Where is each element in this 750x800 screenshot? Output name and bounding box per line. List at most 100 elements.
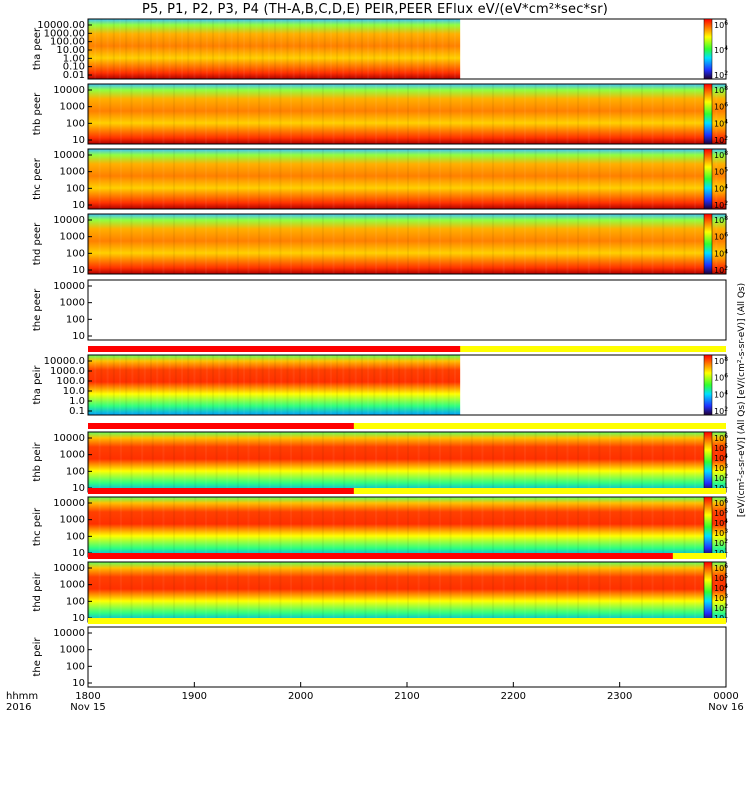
spectrogram-streak bbox=[428, 497, 431, 557]
spectrogram-fill bbox=[88, 19, 461, 79]
spectrogram-streak bbox=[513, 497, 516, 557]
spectrogram-streak bbox=[534, 562, 537, 622]
spectrogram-streak bbox=[336, 19, 339, 79]
spectrogram-streak bbox=[640, 214, 643, 274]
spectrogram-streak bbox=[353, 562, 356, 622]
spectrogram-streak bbox=[162, 149, 165, 209]
spectrogram-streak bbox=[587, 149, 590, 209]
spectrogram-streak bbox=[311, 432, 314, 492]
spectrogram-streak bbox=[429, 355, 432, 415]
spectrogram-streak bbox=[428, 149, 431, 209]
spectrogram-streak bbox=[311, 149, 314, 209]
ytick-label: 1000.00 bbox=[44, 28, 85, 39]
spectrogram-streak bbox=[130, 562, 133, 622]
ytick-label: 10000 bbox=[53, 433, 85, 444]
spectrogram-streak bbox=[375, 149, 378, 209]
spectrogram-streak bbox=[321, 497, 324, 557]
spectrogram-streak bbox=[385, 214, 388, 274]
spectrogram-streak bbox=[375, 84, 378, 144]
spectrogram-streak bbox=[449, 432, 452, 492]
spectrogram-streak bbox=[360, 355, 363, 415]
spectrogram-streak bbox=[619, 149, 622, 209]
spectrogram-streak bbox=[162, 214, 165, 274]
panel-the-peer: the peer 10000 1000 100 10 bbox=[32, 279, 727, 342]
spectrogram-streak bbox=[429, 19, 432, 79]
spectrogram-streak bbox=[98, 432, 101, 492]
spectrogram-streak bbox=[694, 497, 697, 557]
spectrogram-streak bbox=[379, 355, 382, 415]
spectrogram-streak bbox=[258, 84, 261, 144]
colorbar-tick: 106 bbox=[714, 373, 728, 383]
spectrogram-streak bbox=[523, 432, 526, 492]
spectrogram-streak bbox=[173, 432, 176, 492]
spectrogram-streak bbox=[367, 19, 370, 79]
colorbar-tick: 108 bbox=[714, 356, 728, 366]
spectrogram-streak bbox=[112, 19, 115, 79]
ytick-label: 1000 bbox=[60, 645, 85, 656]
spectrogram-streak bbox=[416, 19, 419, 79]
spectrogram-streak bbox=[683, 432, 686, 492]
spectrogram-streak bbox=[555, 84, 558, 144]
spectrogram-streak bbox=[545, 562, 548, 622]
panel-the-peir: the peir 10000 1000 100 10 bbox=[32, 626, 727, 689]
spectrogram-streak bbox=[391, 355, 394, 415]
spectrogram-streak bbox=[364, 562, 367, 622]
spectrogram-streak bbox=[492, 497, 495, 557]
panel-ylabel: thd peir bbox=[32, 572, 43, 612]
spectrogram-streak bbox=[215, 84, 218, 144]
colorbar-tick: 105 bbox=[714, 167, 728, 177]
spectrogram-streak bbox=[373, 355, 376, 415]
spectrogram-streak bbox=[215, 562, 218, 622]
spectrogram-streak bbox=[267, 355, 270, 415]
spectrogram-streak bbox=[329, 355, 332, 415]
spectrogram-streak bbox=[258, 214, 261, 274]
spectrogram-streak bbox=[317, 355, 320, 415]
spectrogram-streak bbox=[715, 149, 718, 209]
colorbar bbox=[703, 213, 713, 275]
spectrogram-streak bbox=[428, 432, 431, 492]
colorbar-tick: 102 bbox=[714, 200, 728, 210]
spectrogram-streak bbox=[364, 214, 367, 274]
spectrogram-streak bbox=[141, 432, 144, 492]
spectrogram-streak bbox=[173, 497, 176, 557]
spectrogram-streak bbox=[279, 84, 282, 144]
spectrogram-streak bbox=[453, 19, 456, 79]
spectrogram-streak bbox=[247, 432, 250, 492]
ytick-label: 10 bbox=[72, 678, 85, 689]
spectrogram-streak bbox=[162, 562, 165, 622]
spectrogram-streak bbox=[261, 19, 264, 79]
spectrogram-streak bbox=[119, 432, 122, 492]
spectrogram-streak bbox=[694, 432, 697, 492]
quality-bar-red bbox=[88, 553, 673, 559]
ytick-label: 10.0 bbox=[63, 386, 85, 397]
ytick-label: 1000 bbox=[60, 167, 85, 178]
spectrogram-streak bbox=[587, 497, 590, 557]
spectrogram-streak bbox=[353, 149, 356, 209]
spectrogram-streak bbox=[651, 562, 654, 622]
spectrogram-streak bbox=[598, 497, 601, 557]
spectrogram-streak bbox=[292, 355, 295, 415]
spectrogram-streak bbox=[375, 214, 378, 274]
spectrogram-streak bbox=[226, 562, 229, 622]
spectrogram-streak bbox=[88, 497, 90, 557]
spectrogram-streak bbox=[332, 84, 335, 144]
colorbar-tick: 106 bbox=[714, 433, 728, 443]
spectrogram-streak bbox=[694, 214, 697, 274]
spectrogram-streak bbox=[332, 432, 335, 492]
spectrogram-streak bbox=[150, 355, 153, 415]
spectrogram-streak bbox=[502, 562, 505, 622]
spectrogram-fill bbox=[88, 214, 726, 274]
spectrogram-streak bbox=[194, 84, 197, 144]
spectrogram-streak bbox=[311, 214, 314, 274]
ytick-label: 10000 bbox=[53, 628, 85, 639]
spectrogram-fill bbox=[88, 149, 726, 209]
spectrogram-streak bbox=[268, 497, 271, 557]
spectrogram-streak bbox=[523, 149, 526, 209]
spectrogram-streak bbox=[545, 497, 548, 557]
spectrogram-streak bbox=[407, 84, 409, 144]
spectrogram-streak bbox=[417, 214, 420, 274]
ytick-label: 10 bbox=[72, 265, 85, 276]
panel-ylabel: thc peir bbox=[32, 507, 43, 546]
